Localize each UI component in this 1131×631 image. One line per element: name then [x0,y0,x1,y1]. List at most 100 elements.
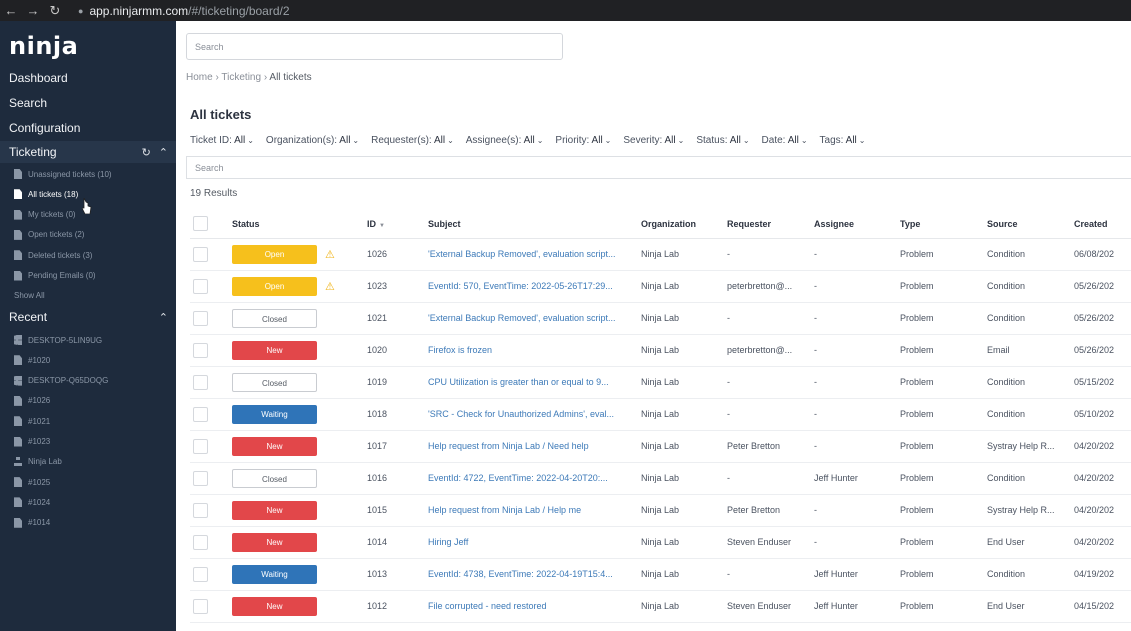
table-row[interactable]: New 1012 File corrupted - need restored Nin… [190,590,1131,623]
show-all-link[interactable]: Show All [14,290,45,300]
breadcrumb-home[interactable]: Home [186,72,213,83]
nav-recent[interactable]: Recent ⌃ [0,306,176,328]
column-header-source[interactable]: Source [987,210,1074,239]
table-row[interactable]: Waiting 1013 EventId: 4738, EventTime: 202… [190,558,1131,591]
chevron-down-icon: ⌄ [677,136,685,145]
table-row[interactable]: New 1014 Hiring Jeff Ninja Lab Steven Enduse… [190,526,1131,559]
row-checkbox[interactable] [193,374,208,390]
global-search-input[interactable]: Search [186,33,563,60]
ticket-subject-link[interactable]: Hiring Jeff [428,526,641,559]
created-cell: 05/15/202 [1074,366,1131,399]
recent-item[interactable]: #1023 [14,435,50,449]
forward-arrow-icon[interactable]: → [26,3,40,18]
row-checkbox[interactable] [193,438,208,454]
recent-item[interactable]: #1021 [14,414,50,428]
recent-item[interactable]: #1014 [14,516,50,530]
document-icon [14,395,22,406]
filter-dropdown[interactable]: Severity: All ⌄ [623,135,684,146]
table-search-input[interactable]: Search [186,156,1131,179]
row-checkbox[interactable] [193,598,208,614]
reload-icon[interactable]: ↻ [49,3,61,18]
ticket-subject-link[interactable]: EventId: 4722, EventTime: 2022-04-20T20:… [428,462,641,495]
recent-item-label: #1024 [28,497,51,507]
row-checkbox[interactable] [193,310,208,326]
created-cell: 05/10/202 [1074,398,1131,431]
column-header-id[interactable]: ID ▼ [367,210,428,239]
row-checkbox[interactable] [193,566,208,582]
status-cell: Open ⚠ [232,270,367,303]
chevron-up-icon[interactable]: ⌃ [158,311,168,324]
recent-item[interactable]: #1024 [14,495,50,509]
filter-label: Organization(s): [265,135,338,146]
filter-dropdown[interactable]: Tags: All ⌄ [820,135,866,146]
column-header-created[interactable]: Created [1074,210,1131,239]
column-header-assignee[interactable]: Assignee [814,210,900,239]
back-arrow-icon[interactable]: ← [4,3,18,18]
ticket-subject-link[interactable]: CPU Utilization is greater than or equal… [428,366,641,399]
recent-item[interactable]: DESKTOP-5LIN9UG [14,333,102,347]
ticket-subject-link[interactable]: 'External Backup Removed', evaluation sc… [428,302,641,335]
ticket-subject-link[interactable]: 'SRC - Check for Unauthorized Admins', e… [428,398,641,431]
table-row[interactable]: Closed 1016 EventId: 4722, EventTime: 2022… [190,462,1131,495]
ticket-subject-link[interactable]: File corrupted - need restored [428,590,641,623]
nav-configuration[interactable]: Configuration [9,121,81,135]
filter-dropdown[interactable]: Assignee(s): All ⌄ [466,135,544,146]
nav-ticketing[interactable]: Ticketing ↻ ⌃ [0,141,176,163]
table-row[interactable]: Closed 1019 CPU Utilization is greater tha… [190,366,1131,399]
nav-search[interactable]: Search [9,96,48,110]
ticketing-item[interactable]: All tickets (18) [14,187,78,201]
breadcrumb-ticketing[interactable]: Ticketing [221,72,262,83]
ticket-subject-link[interactable]: 'External Backup Removed', evaluation sc… [428,238,641,271]
recent-item[interactable]: #1020 [14,353,50,367]
column-header-subject[interactable]: Subject [428,210,641,239]
row-checkbox[interactable] [193,534,208,550]
row-checkbox[interactable] [193,406,208,422]
ticket-subject-link[interactable]: EventId: 570, EventTime: 2022-05-26T17:2… [428,270,641,303]
address-bar[interactable]: app.ninjarmm.com/#/ticketing/board/2 [89,4,289,18]
column-header-status[interactable]: Status [232,210,367,239]
chevron-up-icon[interactable]: ⌃ [158,146,168,159]
breadcrumb-separator: › [215,72,222,83]
table-row[interactable]: New 1020 Firefox is frozen Ninja Lab peterbr… [190,334,1131,367]
ticketing-item[interactable]: Open tickets (2) [14,228,84,242]
filter-dropdown[interactable]: Ticket ID: All ⌄ [190,135,254,146]
row-checkbox[interactable] [193,342,208,358]
filter-dropdown[interactable]: Date: All ⌄ [762,135,808,146]
table-row[interactable]: Closed 1021 'External Backup Removed', eva… [190,302,1131,335]
recent-item[interactable]: #1026 [14,394,50,408]
filter-dropdown[interactable]: Status: All ⌄ [696,135,749,146]
row-checkbox[interactable] [193,278,208,294]
select-all-checkbox[interactable] [193,216,208,232]
ticketing-item[interactable]: Deleted tickets (3) [14,248,92,262]
table-row[interactable]: New 1015 Help request from Ninja Lab / Hel… [190,494,1131,527]
table-row[interactable]: New 1017 Help request from Ninja Lab / Nee… [190,430,1131,463]
table-row[interactable]: Open ⚠ 1026 'External Backup Removed', eval… [190,238,1131,271]
sort-down-icon[interactable]: ▼ [379,222,385,229]
refresh-icon[interactable]: ↻ [141,146,151,159]
ninja-logo[interactable]: ninja [9,32,79,60]
recent-item[interactable]: #1025 [14,475,50,489]
row-checkbox[interactable] [193,470,208,486]
ticketing-item[interactable]: Pending Emails (0) [14,269,96,283]
recent-item-label: #1020 [28,355,51,365]
ticketing-item[interactable]: My tickets (0) [14,208,76,222]
table-row[interactable]: Waiting 1018 'SRC - Check for Unauthorized… [190,398,1131,431]
row-checkbox[interactable] [193,246,208,262]
row-checkbox[interactable] [193,502,208,518]
nav-dashboard[interactable]: Dashboard [9,71,68,85]
ticket-subject-link[interactable]: Help request from Ninja Lab / Need help [428,430,641,463]
column-header-requester[interactable]: Requester [727,210,814,239]
filter-dropdown[interactable]: Requester(s): All ⌄ [371,135,454,146]
assignee-cell: Jeff Hunter [814,590,900,623]
ticket-subject-link[interactable]: Help request from Ninja Lab / Help me [428,494,641,527]
column-header-organization[interactable]: Organization [641,210,727,239]
column-header-type[interactable]: Type [900,210,987,239]
recent-item[interactable]: Ninja Lab [14,455,62,469]
ticket-subject-link[interactable]: Firefox is frozen [428,334,641,367]
table-row[interactable]: Open ⚠ 1023 EventId: 570, EventTime: 2022-0… [190,270,1131,303]
recent-item[interactable]: DESKTOP-Q65DOQG [14,374,108,388]
filter-dropdown[interactable]: Priority: All ⌄ [555,135,611,146]
ticketing-item[interactable]: Unassigned tickets (10) [14,167,112,181]
filter-dropdown[interactable]: Organization(s): All ⌄ [266,135,359,146]
ticket-subject-link[interactable]: EventId: 4738, EventTime: 2022-04-19T15:… [428,558,641,591]
